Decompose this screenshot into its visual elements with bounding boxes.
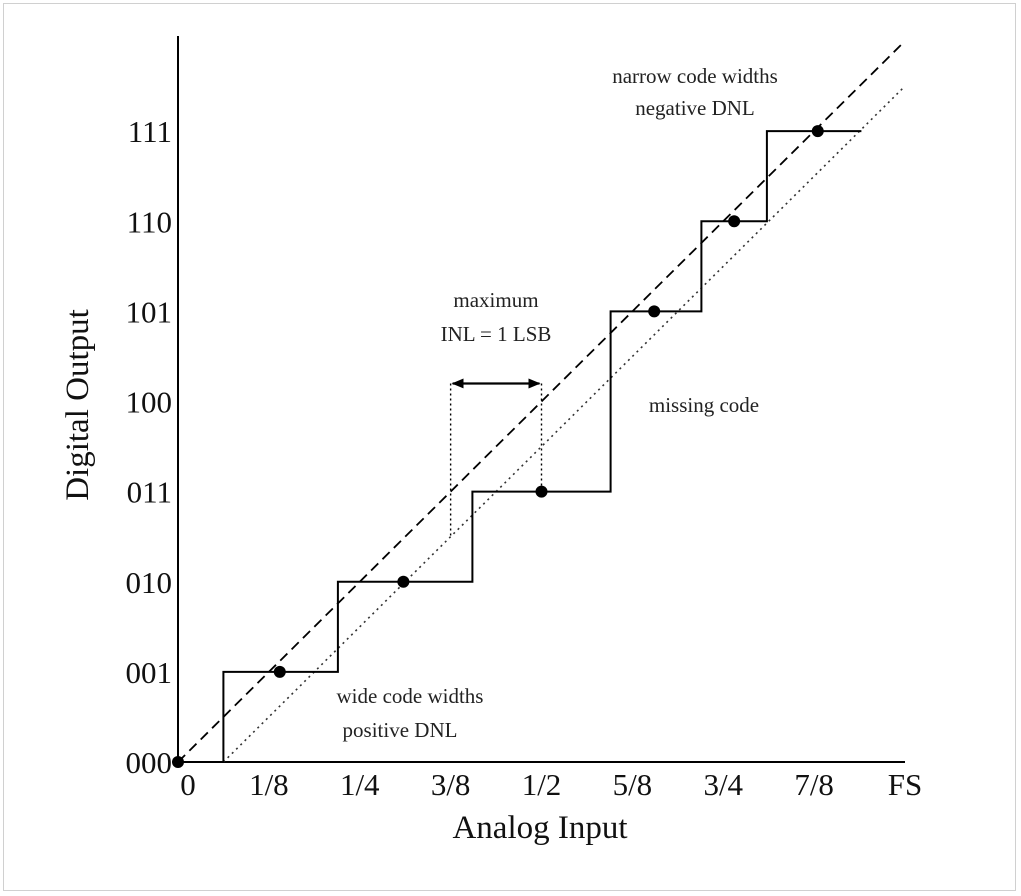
- annotation-wide-code-widths: wide code widths: [337, 684, 484, 708]
- code-center-markers: [172, 125, 824, 768]
- y-tick-label: 100: [126, 385, 173, 420]
- y-axis-title: Digital Output: [60, 309, 96, 501]
- code-center-marker: [397, 575, 410, 588]
- x-tick-label: 3/8: [431, 767, 471, 802]
- y-tick-label: 010: [126, 565, 173, 600]
- x-tick-label: 1/4: [340, 767, 380, 802]
- y-tick-label: 001: [126, 655, 173, 690]
- code-center-marker: [728, 215, 741, 228]
- y-tick-label: 101: [126, 294, 173, 329]
- code-center-marker: [811, 125, 824, 138]
- figure-frame: [3, 3, 1016, 891]
- annotation-inl-1-lsb: INL = 1 LSB: [441, 322, 552, 346]
- annotation-missing-code: missing code: [649, 393, 759, 417]
- annotation-narrow-code-widths: narrow code widths: [612, 64, 778, 88]
- x-tick-label: 3/4: [703, 767, 743, 802]
- y-tick-label: 111: [128, 114, 172, 149]
- annotation-positive-dnl: positive DNL: [343, 718, 458, 742]
- x-tick-label: 1/8: [249, 767, 289, 802]
- x-tick-labels: 0 1/8 1/4 3/8 1/2 5/8 3/4 7/8 FS: [180, 767, 922, 802]
- code-center-marker: [535, 485, 548, 498]
- ideal-transfer-line: [177, 40, 906, 763]
- y-tick-labels: 000 001 010 011 100 101 110 111: [126, 114, 173, 780]
- code-center-marker: [273, 665, 286, 678]
- x-tick-label: 0: [180, 767, 196, 802]
- ideal-offset-line-group: [222, 85, 906, 763]
- annotations: narrow code widths negative DNL maximum …: [337, 64, 778, 742]
- x-tick-label: 1/2: [522, 767, 562, 802]
- annotation-negative-dnl: negative DNL: [635, 96, 755, 120]
- x-tick-label: FS: [888, 767, 922, 802]
- y-tick-label: 000: [126, 745, 173, 780]
- x-tick-label: 5/8: [613, 767, 653, 802]
- inl-bracket-guides: [449, 383, 543, 537]
- ideal-offset-line: [222, 85, 906, 763]
- ideal-transfer-line-group: [177, 40, 906, 763]
- code-center-marker: [172, 756, 184, 768]
- annotation-maximum: maximum: [453, 288, 538, 312]
- axes: [177, 36, 905, 763]
- x-axis-title: Analog Input: [452, 810, 627, 846]
- code-center-marker: [648, 305, 661, 318]
- x-tick-label: 7/8: [794, 767, 834, 802]
- y-tick-label: 110: [127, 204, 172, 239]
- y-tick-label: 011: [127, 475, 172, 510]
